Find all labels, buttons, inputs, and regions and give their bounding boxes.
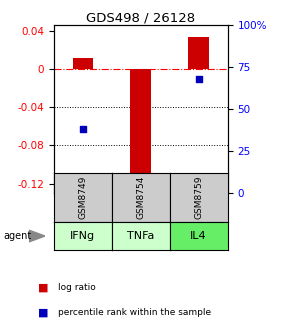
Text: percentile rank within the sample: percentile rank within the sample bbox=[58, 308, 211, 317]
Point bbox=[80, 127, 85, 132]
Text: GSM8759: GSM8759 bbox=[194, 176, 203, 219]
Text: TNFa: TNFa bbox=[127, 231, 154, 241]
Point bbox=[138, 185, 143, 191]
Text: IL4: IL4 bbox=[190, 231, 207, 241]
Text: agent: agent bbox=[3, 231, 31, 241]
Text: GSM8754: GSM8754 bbox=[136, 176, 145, 219]
Point bbox=[196, 76, 201, 82]
Text: log ratio: log ratio bbox=[58, 283, 96, 292]
Text: IFNg: IFNg bbox=[70, 231, 95, 241]
Bar bbox=[188, 37, 209, 69]
Text: GSM8749: GSM8749 bbox=[78, 176, 87, 219]
Bar bbox=[130, 69, 151, 177]
Title: GDS498 / 26128: GDS498 / 26128 bbox=[86, 11, 195, 24]
Text: ■: ■ bbox=[38, 307, 48, 318]
Text: ■: ■ bbox=[38, 282, 48, 292]
Polygon shape bbox=[29, 230, 45, 242]
Bar bbox=[72, 58, 93, 69]
